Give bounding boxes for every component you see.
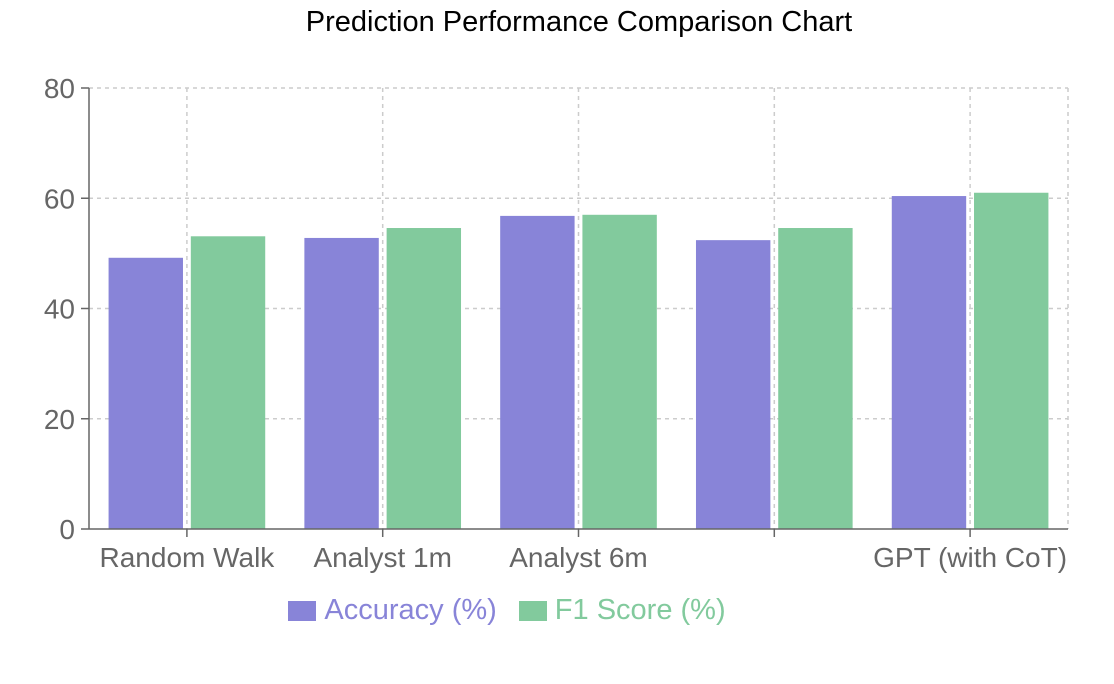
x-tick-label-0: Random Walk — [100, 542, 276, 573]
bar-series1-cat3[interactable] — [778, 228, 853, 529]
legend: Accuracy (%) F1 Score (%) — [0, 594, 1014, 627]
legend-label-0: Accuracy (%) — [324, 594, 497, 626]
legend-item-1[interactable]: F1 Score (%) — [518, 594, 726, 627]
chart-title: Prediction Performance Comparison Chart — [305, 6, 853, 38]
bar-series0-cat0[interactable] — [108, 257, 183, 529]
legend-item-0[interactable]: Accuracy (%) — [288, 594, 497, 627]
y-tick-label-4: 80 — [44, 73, 75, 104]
bars — [108, 192, 1049, 530]
x-tick-label-2: Analyst 6m — [509, 542, 648, 573]
legend-swatch-1 — [518, 600, 547, 621]
bar-series1-cat2[interactable] — [582, 214, 657, 529]
x-tick-label-4: GPT (with CoT) — [873, 542, 1067, 573]
axes — [81, 87, 1068, 537]
bar-series0-cat1[interactable] — [304, 237, 379, 529]
bar-series0-cat2[interactable] — [500, 215, 575, 529]
y-tick-label-2: 40 — [44, 294, 75, 325]
bar-series1-cat1[interactable] — [386, 228, 462, 529]
bar-series1-cat4[interactable] — [974, 192, 1049, 530]
tick-labels: 0 20 40 60 80 Random Walk Analyst 1m Analyst 6m… — [44, 73, 1067, 573]
y-tick-label-3: 60 — [44, 183, 75, 214]
x-tick-label-1: Analyst 1m — [313, 542, 452, 573]
y-tick-label-1: 20 — [44, 404, 75, 435]
y-tick-label-0: 0 — [59, 514, 75, 545]
legend-swatch-0 — [288, 600, 317, 621]
bar-series0-cat4[interactable] — [891, 196, 967, 530]
bar-series1-cat0[interactable] — [190, 236, 266, 529]
bar-series0-cat3[interactable] — [695, 240, 771, 529]
legend-label-1: F1 Score (%) — [554, 594, 726, 626]
